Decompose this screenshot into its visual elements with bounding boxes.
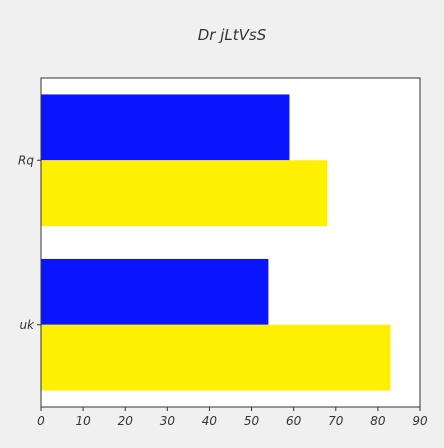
bar-rq-series-1	[41, 94, 290, 161]
bars-group	[41, 94, 391, 391]
x-tick-label: 10	[75, 414, 91, 428]
x-tick-label: 80	[370, 414, 386, 428]
x-tick-label: 70	[328, 414, 344, 428]
x-tick-label: 50	[244, 414, 260, 428]
bar-rq-series-2	[41, 160, 328, 227]
x-axis: 0 10 20 30 40 50 60 70 80 90	[37, 407, 428, 428]
x-tick-label: 20	[118, 414, 134, 428]
bar-uk-series-1	[41, 258, 269, 325]
x-tick-label: 90	[412, 414, 428, 428]
x-tick-label: 0	[37, 414, 45, 428]
plot-frame	[40, 77, 421, 408]
y-tick-label: Rq	[18, 153, 34, 167]
bar-uk-series-2	[41, 324, 391, 391]
chart-title: Dr jLtVsS	[198, 26, 267, 44]
y-axis: Rq uk	[18, 153, 41, 332]
y-tick-label: uk	[19, 318, 35, 332]
x-tick-label: 60	[286, 414, 302, 428]
x-tick-label: 30	[160, 414, 176, 428]
x-tick-label: 40	[202, 414, 218, 428]
